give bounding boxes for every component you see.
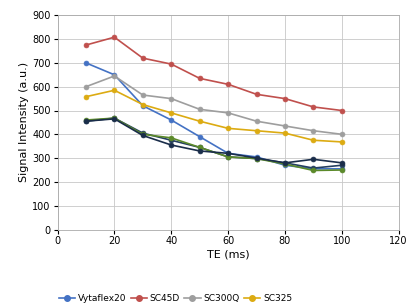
SC325 (83, 95, 88, 99)
Line: PMC121/30: PMC121/30 (83, 116, 344, 173)
SC325 (282, 131, 287, 135)
SC300Q (169, 97, 174, 100)
PMC780W (169, 143, 174, 147)
Vytaflex20 (169, 118, 174, 122)
Vytaflex20 (112, 73, 117, 76)
SC325 (311, 138, 316, 142)
SC325 (169, 111, 174, 115)
PMC780D (112, 116, 117, 120)
SC300Q (339, 132, 344, 136)
SC300Q (311, 129, 316, 132)
PMC780W (140, 134, 145, 137)
PMC780D (140, 131, 145, 135)
SC325 (140, 103, 145, 106)
Vytaflex20 (254, 155, 259, 159)
SC45D (197, 76, 202, 80)
SC300Q (83, 85, 88, 88)
SC300Q (226, 111, 231, 115)
Line: SC45D: SC45D (83, 35, 344, 113)
PMC121/30 (83, 118, 88, 122)
PMC121/30 (282, 162, 287, 166)
PMC121/30 (226, 155, 231, 159)
SC45D (83, 43, 88, 47)
SC45D (226, 83, 231, 86)
PMC780W (197, 149, 202, 153)
Line: PMC780D: PMC780D (83, 116, 344, 170)
SC325 (112, 88, 117, 92)
PMC780W (282, 161, 287, 165)
SC45D (254, 92, 259, 96)
PMC780W (112, 117, 117, 121)
PMC780W (339, 161, 344, 165)
SC300Q (282, 124, 287, 128)
SC45D (112, 35, 117, 39)
PMC780D (169, 138, 174, 142)
SC45D (311, 105, 316, 109)
PMC121/30 (140, 132, 145, 136)
PMC780D (197, 146, 202, 149)
PMC121/30 (197, 146, 202, 149)
PMC780D (282, 161, 287, 165)
SC45D (282, 97, 287, 100)
SC300Q (140, 93, 145, 97)
PMC121/30 (339, 168, 344, 172)
SC300Q (112, 74, 117, 78)
Line: SC300Q: SC300Q (83, 73, 344, 137)
SC300Q (254, 119, 259, 123)
SC45D (140, 56, 145, 60)
Line: Vytaflex20: Vytaflex20 (83, 61, 344, 171)
Vytaflex20 (140, 104, 145, 108)
Line: PMC780W: PMC780W (83, 116, 344, 165)
PMC780W (254, 156, 259, 160)
SC325 (197, 119, 202, 123)
SC325 (339, 140, 344, 144)
Vytaflex20 (83, 61, 88, 65)
SC325 (226, 126, 231, 130)
PMC780W (311, 158, 316, 161)
PMC780W (226, 151, 231, 155)
PMC780D (339, 163, 344, 167)
Vytaflex20 (311, 167, 316, 171)
Vytaflex20 (226, 151, 231, 155)
Y-axis label: Signal Intensity (a.u.): Signal Intensity (a.u.) (19, 62, 29, 182)
PMC121/30 (254, 157, 259, 160)
PMC780D (254, 157, 259, 160)
X-axis label: TE (ms): TE (ms) (207, 249, 249, 259)
PMC780W (83, 119, 88, 123)
PMC121/30 (311, 169, 316, 172)
SC325 (254, 129, 259, 132)
SC300Q (197, 107, 202, 111)
PMC780D (83, 119, 88, 123)
PMC121/30 (169, 136, 174, 140)
PMC780D (226, 155, 231, 159)
Vytaflex20 (282, 163, 287, 167)
Vytaflex20 (197, 135, 202, 139)
Line: SC325: SC325 (83, 88, 344, 144)
Vytaflex20 (339, 167, 344, 171)
PMC780D (311, 166, 316, 170)
SC45D (339, 109, 344, 112)
SC45D (169, 62, 174, 66)
PMC121/30 (112, 116, 117, 120)
